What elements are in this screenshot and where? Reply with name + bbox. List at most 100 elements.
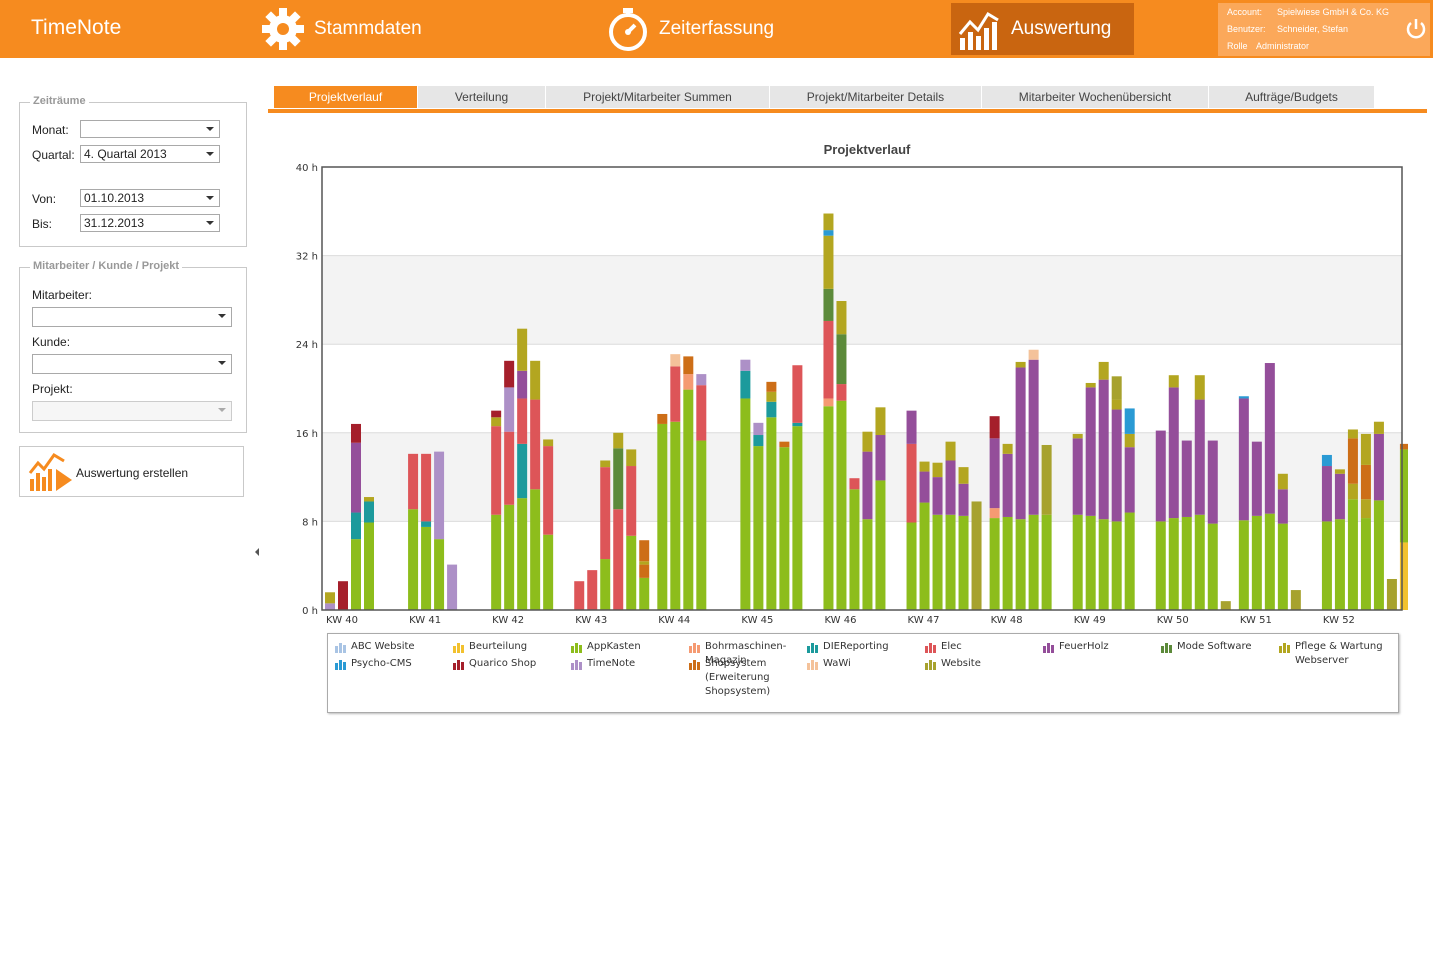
bar-segment[interactable] bbox=[504, 387, 515, 432]
app-logo[interactable]: TimeNote bbox=[31, 16, 122, 39]
tab-projekt-mitarbeiter-details[interactable]: Projekt/Mitarbeiter Details bbox=[770, 86, 982, 108]
bar-segment[interactable] bbox=[696, 374, 707, 386]
bar-segment[interactable] bbox=[517, 398, 528, 444]
bar-segment[interactable] bbox=[543, 439, 554, 447]
tab-projekt-mitarbeiter-summen[interactable]: Projekt/Mitarbeiter Summen bbox=[546, 86, 770, 108]
bar-segment[interactable] bbox=[779, 441, 790, 448]
bar-segment[interactable] bbox=[670, 421, 681, 610]
bar-segment[interactable] bbox=[1181, 440, 1192, 517]
bar-segment[interactable] bbox=[639, 564, 650, 578]
bar-segment[interactable] bbox=[989, 416, 1000, 439]
bar-segment[interactable] bbox=[1399, 542, 1408, 610]
bar-segment[interactable] bbox=[1277, 489, 1288, 524]
bar-segment[interactable] bbox=[849, 478, 860, 490]
bar-segment[interactable] bbox=[1041, 514, 1052, 610]
bar-segment[interactable] bbox=[1264, 513, 1275, 610]
bar-segment[interactable] bbox=[543, 534, 554, 610]
bar-segment[interactable] bbox=[823, 235, 834, 289]
bar-segment[interactable] bbox=[989, 438, 1000, 509]
bar-segment[interactable] bbox=[1041, 444, 1052, 515]
bar-segment[interactable] bbox=[421, 526, 432, 610]
bar-segment[interactable] bbox=[1277, 523, 1288, 610]
bar-segment[interactable] bbox=[587, 570, 598, 610]
bar-segment[interactable] bbox=[1194, 514, 1205, 610]
bar-segment[interactable] bbox=[1220, 601, 1231, 610]
bar-segment[interactable] bbox=[906, 410, 917, 444]
bar-segment[interactable] bbox=[1028, 349, 1039, 360]
bar-segment[interactable] bbox=[639, 577, 650, 610]
bar-segment[interactable] bbox=[1155, 521, 1166, 610]
bar-segment[interactable] bbox=[1028, 514, 1039, 610]
bar-segment[interactable] bbox=[338, 581, 348, 610]
bar-segment[interactable] bbox=[613, 509, 624, 610]
von-date-picker[interactable]: 01.10.2013 bbox=[80, 189, 220, 207]
bar-segment[interactable] bbox=[823, 320, 834, 399]
bar-segment[interactable] bbox=[1251, 441, 1262, 516]
bar-segment[interactable] bbox=[670, 354, 681, 367]
bar-segment[interactable] bbox=[351, 423, 361, 443]
nav-zeiterfassung[interactable]: Zeiterfassung bbox=[605, 3, 774, 55]
bar-segment[interactable] bbox=[1238, 520, 1249, 610]
bar-segment[interactable] bbox=[1002, 443, 1013, 454]
bar-segment[interactable] bbox=[753, 435, 764, 447]
bar-segment[interactable] bbox=[434, 539, 445, 610]
bar-segment[interactable] bbox=[1098, 361, 1109, 380]
bar-segment[interactable] bbox=[989, 518, 1000, 610]
bar-segment[interactable] bbox=[491, 417, 502, 427]
bar-segment[interactable] bbox=[740, 370, 751, 399]
bar-segment[interactable] bbox=[408, 453, 419, 510]
bar-segment[interactable] bbox=[971, 501, 982, 610]
bar-segment[interactable] bbox=[823, 406, 834, 610]
bar-segment[interactable] bbox=[600, 467, 611, 560]
tab-auftraege-budgets[interactable]: Aufträge/Budgets bbox=[1209, 86, 1375, 108]
bar-segment[interactable] bbox=[919, 502, 930, 610]
bar-segment[interactable] bbox=[1251, 515, 1262, 610]
bar-segment[interactable] bbox=[932, 462, 943, 478]
projekt-select[interactable] bbox=[32, 401, 232, 421]
bar-segment[interactable] bbox=[779, 447, 790, 610]
nav-auswertung[interactable]: Auswertung bbox=[951, 3, 1134, 55]
bar-segment[interactable] bbox=[740, 398, 751, 610]
bar-segment[interactable] bbox=[1207, 440, 1218, 524]
bar-segment[interactable] bbox=[792, 365, 803, 423]
quartal-select[interactable]: 4. Quartal 2013 bbox=[80, 145, 220, 163]
bar-segment[interactable] bbox=[683, 389, 694, 610]
bar-segment[interactable] bbox=[945, 441, 956, 461]
bar-segment[interactable] bbox=[1111, 521, 1122, 610]
bar-segment[interactable] bbox=[1168, 387, 1179, 519]
bar-segment[interactable] bbox=[1264, 363, 1275, 514]
bar-segment[interactable] bbox=[447, 564, 458, 610]
bar-segment[interactable] bbox=[823, 230, 834, 236]
bar-segment[interactable] bbox=[792, 426, 803, 610]
bar-segment[interactable] bbox=[1168, 375, 1179, 388]
bar-segment[interactable] bbox=[1015, 519, 1026, 610]
bar-segment[interactable] bbox=[543, 446, 554, 535]
bar-segment[interactable] bbox=[1386, 578, 1397, 610]
bar-segment[interactable] bbox=[1321, 521, 1332, 610]
tab-verteilung[interactable]: Verteilung bbox=[418, 86, 546, 108]
kunde-select[interactable] bbox=[32, 354, 232, 374]
bar-segment[interactable] bbox=[1098, 379, 1109, 520]
bar-segment[interactable] bbox=[1085, 515, 1096, 610]
bar-segment[interactable] bbox=[683, 356, 694, 375]
bar-segment[interactable] bbox=[1111, 399, 1122, 410]
bar-segment[interactable] bbox=[753, 422, 764, 436]
bar-segment[interactable] bbox=[945, 460, 956, 515]
bar-segment[interactable] bbox=[958, 483, 969, 516]
bar-segment[interactable] bbox=[849, 489, 860, 610]
bar-segment[interactable] bbox=[1181, 516, 1192, 610]
bar-segment[interactable] bbox=[1347, 438, 1358, 484]
bar-segment[interactable] bbox=[1334, 519, 1345, 610]
bar-segment[interactable] bbox=[1373, 433, 1384, 501]
bar-segment[interactable] bbox=[792, 422, 803, 427]
bar-segment[interactable] bbox=[1207, 523, 1218, 610]
bar-segment[interactable] bbox=[958, 467, 969, 484]
bar-segment[interactable] bbox=[600, 460, 611, 468]
bar-segment[interactable] bbox=[421, 453, 432, 522]
bar-segment[interactable] bbox=[919, 471, 930, 503]
bar-segment[interactable] bbox=[1124, 408, 1135, 434]
bar-segment[interactable] bbox=[491, 426, 502, 515]
bar-segment[interactable] bbox=[626, 449, 637, 467]
tab-projektverlauf[interactable]: Projektverlauf bbox=[274, 86, 418, 108]
bar-segment[interactable] bbox=[1360, 499, 1371, 519]
